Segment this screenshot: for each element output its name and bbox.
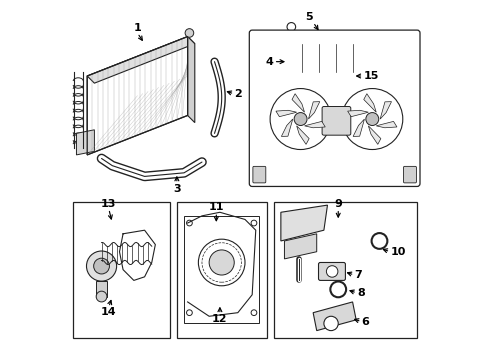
Circle shape <box>326 266 338 277</box>
Circle shape <box>185 29 194 37</box>
Polygon shape <box>188 37 195 123</box>
Polygon shape <box>292 94 304 112</box>
Text: 1: 1 <box>134 23 141 33</box>
Polygon shape <box>313 302 356 330</box>
Polygon shape <box>353 119 365 136</box>
FancyBboxPatch shape <box>285 32 301 43</box>
Polygon shape <box>304 121 325 128</box>
Polygon shape <box>281 205 327 241</box>
Text: 15: 15 <box>364 71 379 81</box>
Text: 9: 9 <box>334 199 342 209</box>
Polygon shape <box>376 121 397 128</box>
Text: 12: 12 <box>212 315 228 324</box>
Polygon shape <box>87 37 195 83</box>
Text: 10: 10 <box>390 247 406 257</box>
Circle shape <box>371 233 388 249</box>
Polygon shape <box>87 37 188 155</box>
Bar <box>73 202 170 338</box>
Text: 14: 14 <box>101 307 117 317</box>
Text: 6: 6 <box>362 317 369 327</box>
Circle shape <box>366 113 379 126</box>
Text: 11: 11 <box>209 202 224 212</box>
Circle shape <box>96 291 107 302</box>
Polygon shape <box>296 126 309 144</box>
Polygon shape <box>281 119 293 136</box>
Circle shape <box>187 220 192 226</box>
FancyBboxPatch shape <box>319 32 336 43</box>
Circle shape <box>287 23 295 31</box>
Polygon shape <box>380 102 392 119</box>
Polygon shape <box>347 110 368 117</box>
Polygon shape <box>285 234 317 259</box>
Circle shape <box>87 251 117 281</box>
Polygon shape <box>277 56 285 71</box>
Bar <box>274 202 417 338</box>
Circle shape <box>251 220 257 226</box>
Circle shape <box>209 250 234 275</box>
Circle shape <box>330 282 346 297</box>
Text: 7: 7 <box>354 270 362 280</box>
Polygon shape <box>309 102 320 119</box>
Circle shape <box>187 310 192 316</box>
FancyBboxPatch shape <box>318 262 345 280</box>
Polygon shape <box>364 94 376 112</box>
FancyBboxPatch shape <box>336 32 353 43</box>
FancyBboxPatch shape <box>253 166 266 183</box>
FancyBboxPatch shape <box>403 166 416 183</box>
FancyBboxPatch shape <box>283 39 372 78</box>
Circle shape <box>270 89 331 149</box>
Polygon shape <box>184 216 259 323</box>
Text: 2: 2 <box>234 89 242 99</box>
Bar <box>177 202 267 338</box>
Circle shape <box>251 310 257 316</box>
Circle shape <box>342 89 403 149</box>
Polygon shape <box>276 110 296 117</box>
Circle shape <box>94 258 109 274</box>
FancyBboxPatch shape <box>302 32 318 43</box>
Text: 4: 4 <box>266 57 274 67</box>
Polygon shape <box>368 126 381 144</box>
Text: 8: 8 <box>357 288 365 298</box>
Text: 13: 13 <box>101 199 117 209</box>
Text: 3: 3 <box>173 184 181 194</box>
Text: 5: 5 <box>305 12 313 22</box>
Circle shape <box>294 113 307 126</box>
FancyBboxPatch shape <box>322 107 351 135</box>
Polygon shape <box>76 130 95 155</box>
FancyBboxPatch shape <box>249 30 420 186</box>
Polygon shape <box>96 281 107 297</box>
Circle shape <box>324 316 338 330</box>
Circle shape <box>198 239 245 286</box>
FancyBboxPatch shape <box>354 32 370 43</box>
